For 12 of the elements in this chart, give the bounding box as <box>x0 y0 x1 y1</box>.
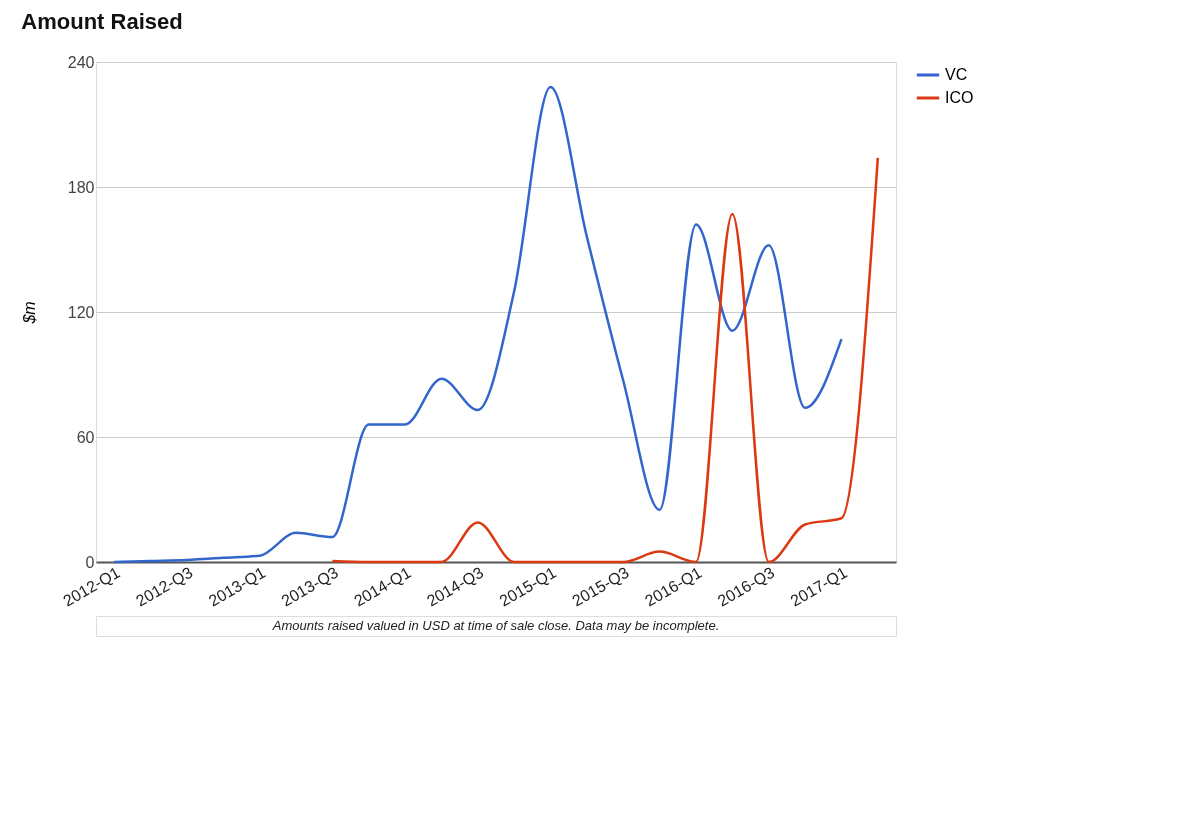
legend-label: VC <box>945 66 968 83</box>
text: Amounts raised valued in USD at time of sale close. Data may be incomplete. <box>271 618 720 633</box>
y-tick-label: 60 <box>76 428 95 446</box>
y-tick-label: 120 <box>67 303 95 321</box>
y-tick-label: 180 <box>67 178 95 196</box>
chart-title: Amount Raised <box>21 9 183 34</box>
line-series <box>331 156 880 564</box>
y-tick-label: 240 <box>67 53 95 71</box>
legend-label: ICO <box>945 89 974 106</box>
y-axis-title: $m <box>20 301 38 325</box>
y-tick-label: 0 <box>85 553 95 571</box>
line-series <box>112 85 843 564</box>
